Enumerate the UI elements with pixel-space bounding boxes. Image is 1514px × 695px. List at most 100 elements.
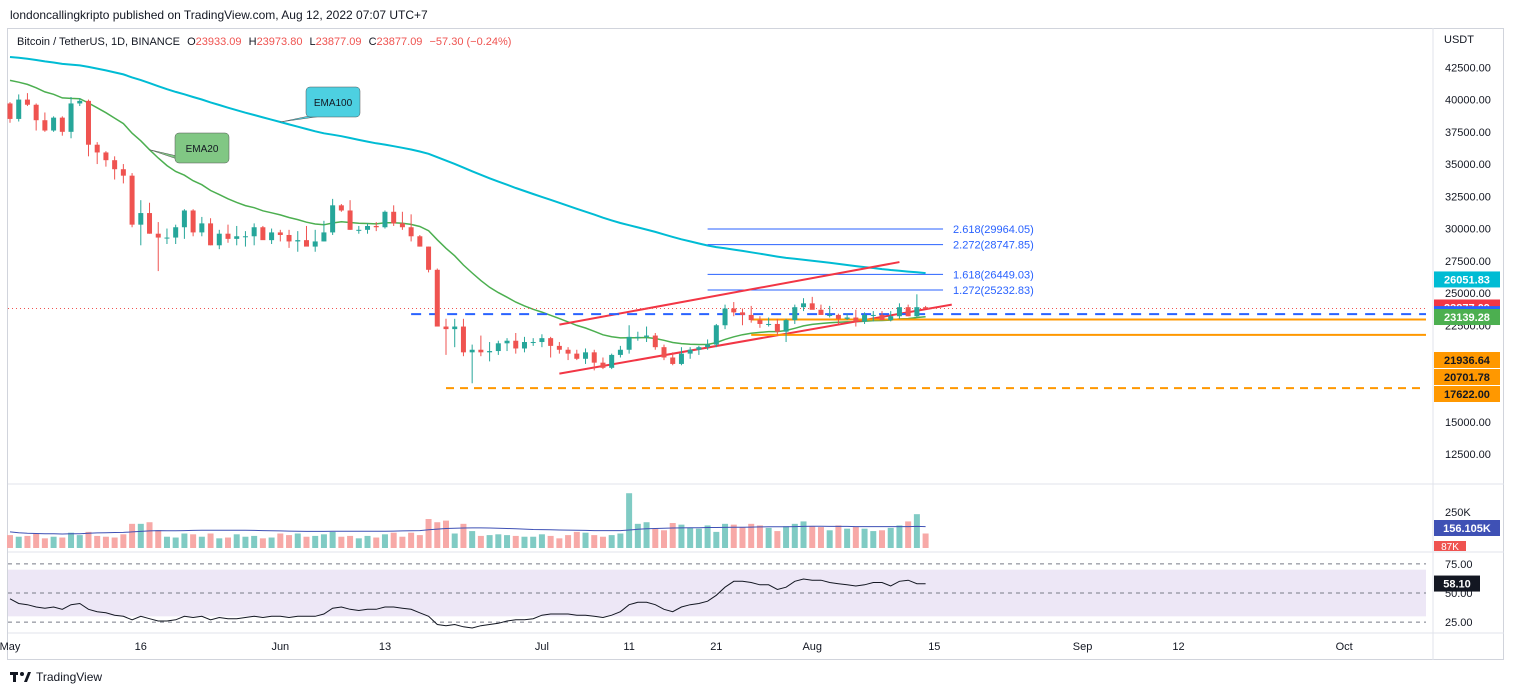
symbol-name[interactable]: Bitcoin / TetherUS, 1D, BINANCE xyxy=(17,36,181,48)
footer-brand[interactable]: TradingView xyxy=(10,670,102,684)
x-tick-label: Sep xyxy=(1073,641,1093,653)
volume-bar xyxy=(24,535,31,548)
candle-body xyxy=(347,210,353,230)
candle-body xyxy=(792,307,798,321)
volume-bar xyxy=(286,535,293,548)
candle-body xyxy=(687,349,693,354)
volume-bar xyxy=(591,535,598,548)
x-tick-label: 21 xyxy=(710,641,722,653)
volume-bar xyxy=(913,514,920,548)
channel-lower-line xyxy=(559,303,952,375)
volume-bar xyxy=(905,521,912,548)
x-tick-label: May xyxy=(0,641,21,653)
candle-body xyxy=(678,353,684,364)
candle-body xyxy=(818,309,824,315)
candle-body xyxy=(312,241,318,247)
candle-body xyxy=(365,225,371,230)
candle-body xyxy=(591,352,597,363)
volume-bar xyxy=(722,523,729,548)
candle-body xyxy=(42,120,48,131)
publisher-line: londoncallingkripto published on Trading… xyxy=(10,8,428,22)
volume-tick-label: 250K xyxy=(1445,507,1471,519)
candle-body xyxy=(112,160,118,170)
volume-bar xyxy=(678,524,685,548)
volume-bar xyxy=(294,533,301,548)
x-tick-label: Oct xyxy=(1336,641,1353,653)
candle-body xyxy=(801,303,807,308)
rsi-band xyxy=(8,569,1426,617)
candle-body xyxy=(731,308,737,313)
volume-bar xyxy=(443,520,449,548)
volume-bar xyxy=(870,531,877,548)
high-label: H xyxy=(248,36,257,48)
candle-body xyxy=(774,323,780,332)
volume-bar xyxy=(730,524,737,548)
volume-bar xyxy=(416,535,423,548)
volume-bar xyxy=(68,532,75,548)
volume-bar xyxy=(817,527,824,548)
candle-body xyxy=(644,335,650,337)
candle-body xyxy=(216,233,222,246)
volume-bar xyxy=(565,535,572,548)
candle-body xyxy=(870,314,876,316)
volume-bar xyxy=(713,531,720,548)
rsi-pane xyxy=(8,563,1426,629)
volume-bar xyxy=(617,533,624,548)
candle-body xyxy=(321,232,327,242)
candle-body xyxy=(539,338,545,343)
candle-body xyxy=(68,103,74,132)
candle-body xyxy=(77,100,83,104)
candle-body xyxy=(85,100,91,145)
volume-bar xyxy=(373,537,380,548)
support-badge-bg xyxy=(1434,352,1500,368)
candle-body xyxy=(330,205,336,233)
candle-body xyxy=(722,308,728,326)
volume-bar xyxy=(146,522,153,548)
candle-body xyxy=(103,152,109,161)
volume-bar xyxy=(861,528,868,548)
candle-body xyxy=(862,314,868,322)
y-tick-label: 37500.00 xyxy=(1445,127,1491,139)
candle-body xyxy=(225,233,231,239)
candle-body xyxy=(373,225,379,228)
volume-bar xyxy=(538,534,545,548)
price-badge: 23139.28 xyxy=(1444,312,1490,324)
candle-body xyxy=(626,336,632,350)
y-tick-label: 35000.00 xyxy=(1445,159,1491,171)
ema100-line xyxy=(9,56,926,275)
support-badge: 20701.78 xyxy=(1444,372,1490,384)
volume-bar xyxy=(582,532,589,548)
candle-body xyxy=(199,223,205,233)
x-tick-label: Jun xyxy=(271,641,289,653)
volume-ma-line xyxy=(9,525,926,535)
volume-bar xyxy=(76,535,83,548)
fib-level-label: 2.618(29964.05) xyxy=(953,224,1034,236)
volume-bar xyxy=(225,537,231,548)
candle-body xyxy=(757,320,763,324)
rsi-line xyxy=(9,578,926,629)
candle-body xyxy=(739,312,745,315)
price-badge-bg xyxy=(1434,309,1500,326)
rsi-tick-label: 25.00 xyxy=(1445,617,1473,629)
volume-bar xyxy=(634,523,641,548)
open-value: 23933.09 xyxy=(195,36,242,48)
x-tick-label: 13 xyxy=(379,641,391,653)
candle-body xyxy=(277,232,283,235)
candle-body xyxy=(303,240,309,247)
volume-bar xyxy=(181,533,188,548)
candle-body xyxy=(705,344,711,348)
volume-bar xyxy=(695,528,702,548)
volume-bar xyxy=(94,535,101,548)
volume-bar xyxy=(33,533,40,548)
volume-bar xyxy=(451,533,458,548)
candle-body xyxy=(827,314,833,316)
rsi-tick-label: 75.00 xyxy=(1445,559,1473,571)
chart-frame xyxy=(7,28,1504,660)
volume-bar xyxy=(7,535,13,548)
candle-body xyxy=(783,320,789,332)
candle-body xyxy=(609,354,615,368)
volume-bar xyxy=(355,538,362,548)
candle-body xyxy=(286,234,292,242)
ema100-callout-label: EMA100 xyxy=(314,98,353,109)
